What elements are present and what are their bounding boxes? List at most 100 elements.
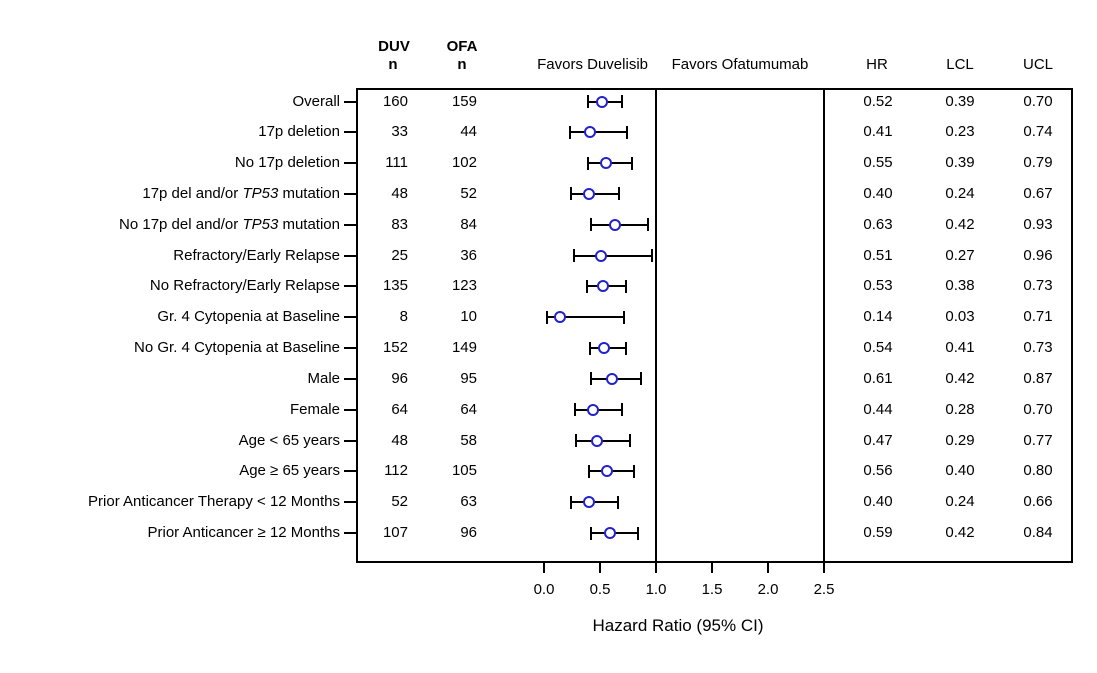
row-label: Male	[0, 368, 340, 390]
row-label: Refractory/Early Relapse	[0, 245, 340, 267]
row-label-part: Overall	[292, 92, 340, 110]
row-tick	[344, 223, 356, 226]
ofa-n-value: 10	[460, 308, 477, 326]
lcl-value: 0.39	[945, 154, 975, 172]
lcl-value: 0.23	[945, 123, 975, 141]
duv-n-value: 25	[391, 246, 408, 264]
duv-n-value: 96	[391, 369, 408, 387]
ci-cap-lower	[586, 95, 589, 108]
hr-point-marker	[590, 434, 603, 447]
hr-value: 0.63	[863, 215, 893, 233]
row-tick	[344, 377, 356, 380]
ofa-n-value: 95	[460, 369, 477, 387]
plot-frame	[356, 88, 1073, 563]
ucl-value: 0.77	[1023, 431, 1053, 449]
ofa-n-value: 52	[460, 184, 477, 202]
ci-cap-lower	[587, 464, 590, 478]
hr-value: 0.51	[863, 246, 893, 264]
row-label-part: 17p del and/or	[142, 184, 243, 202]
column-header-duv-n: n	[388, 56, 398, 73]
hr-value: 0.41	[863, 123, 893, 141]
row-label-part: Female	[289, 400, 340, 418]
duv-n-value: 33	[391, 123, 408, 141]
hr-value: 0.40	[863, 184, 893, 202]
row-label: Age < 65 years	[0, 430, 340, 452]
duv-n-value: 48	[391, 431, 408, 449]
x-axis-tick-label: 2.5	[813, 581, 835, 598]
ofa-n-value: 96	[460, 524, 477, 542]
row-label-part: Prior Anticancer ≥ 12 Months	[147, 524, 341, 542]
ci-cap-lower	[575, 434, 578, 448]
row-tick	[344, 131, 356, 134]
lcl-value: 0.39	[945, 92, 975, 110]
row-label: 17p deletion	[0, 121, 340, 143]
ucl-value: 0.71	[1023, 308, 1053, 326]
row-tick	[344, 100, 356, 103]
duv-n-value: 135	[382, 277, 408, 295]
hr-value: 0.61	[863, 369, 893, 387]
ci-bar	[576, 439, 631, 442]
ci-bar	[570, 192, 620, 195]
ofa-n-value: 44	[460, 123, 477, 141]
ci-cap-lower	[569, 495, 572, 509]
row-tick	[344, 285, 356, 288]
lcl-value: 0.24	[945, 493, 975, 511]
ofa-n-value: 36	[460, 246, 477, 264]
row-label: Age ≥ 65 years	[0, 460, 340, 482]
ci-cap-upper	[616, 495, 619, 509]
hr-point-marker	[606, 372, 619, 385]
row-label-part: Age ≥ 65 years	[239, 462, 340, 480]
duv-n-value: 83	[391, 215, 408, 233]
ci-cap-upper	[624, 279, 627, 293]
ci-cap-upper	[640, 372, 643, 386]
hr-point-marker	[553, 311, 566, 324]
row-label-part: 17p deletion	[258, 123, 340, 141]
lcl-value: 0.28	[945, 400, 975, 418]
ci-cap-lower	[590, 372, 593, 386]
ci-cap-upper	[624, 341, 627, 355]
row-label-part: Male	[307, 369, 340, 387]
ucl-value: 0.74	[1023, 123, 1053, 141]
hr-point-marker	[608, 218, 621, 231]
duv-n-value: 52	[391, 493, 408, 511]
row-label-part: No 17p deletion	[234, 154, 340, 172]
x-axis-tick-label: 0.5	[589, 581, 611, 598]
reference-line-hr-1	[655, 88, 657, 563]
row-label: Prior Anticancer ≥ 12 Months	[0, 522, 341, 544]
ci-cap-lower	[574, 403, 577, 417]
hr-value: 0.59	[863, 524, 893, 542]
row-label-part: No 17p del and/or	[119, 215, 243, 233]
ofa-n-value: 84	[460, 215, 477, 233]
ci-cap-upper	[621, 403, 624, 417]
column-header-ucl: UCL	[1022, 56, 1053, 73]
ci-bar	[569, 131, 627, 134]
ucl-value: 0.73	[1023, 277, 1053, 295]
row-label-italic-part: TP53	[242, 215, 279, 233]
column-header-ofa: OFA	[446, 38, 478, 55]
ucl-value: 0.80	[1023, 462, 1053, 480]
hr-value: 0.14	[863, 308, 893, 326]
hr-point-marker	[598, 342, 611, 355]
row-label: Female	[0, 399, 340, 421]
column-header-ofa-n: n	[457, 56, 467, 73]
ci-cap-upper	[637, 526, 640, 540]
row-label-italic-part: TP53	[242, 184, 279, 202]
ucl-value: 0.87	[1023, 369, 1053, 387]
row-label-part: No Refractory/Early Relapse	[149, 277, 340, 295]
row-label-part: Refractory/Early Relapse	[173, 246, 340, 264]
row-label: Overall	[0, 91, 340, 113]
row-tick	[344, 162, 356, 165]
hr-point-marker	[597, 280, 610, 293]
ci-cap-lower	[588, 341, 591, 355]
duv-n-value: 112	[384, 462, 408, 480]
x-axis-tick	[711, 563, 713, 573]
ci-cap-upper	[647, 218, 650, 232]
ci-cap-lower	[585, 279, 588, 293]
duv-n-value: 152	[382, 339, 408, 357]
row-label-part: Age < 65 years	[238, 431, 340, 449]
hr-value: 0.52	[863, 92, 893, 110]
lcl-value: 0.42	[945, 524, 975, 542]
duv-n-value: 64	[391, 400, 408, 418]
ofa-n-value: 105	[451, 462, 477, 480]
row-label-part: mutation	[278, 184, 340, 202]
